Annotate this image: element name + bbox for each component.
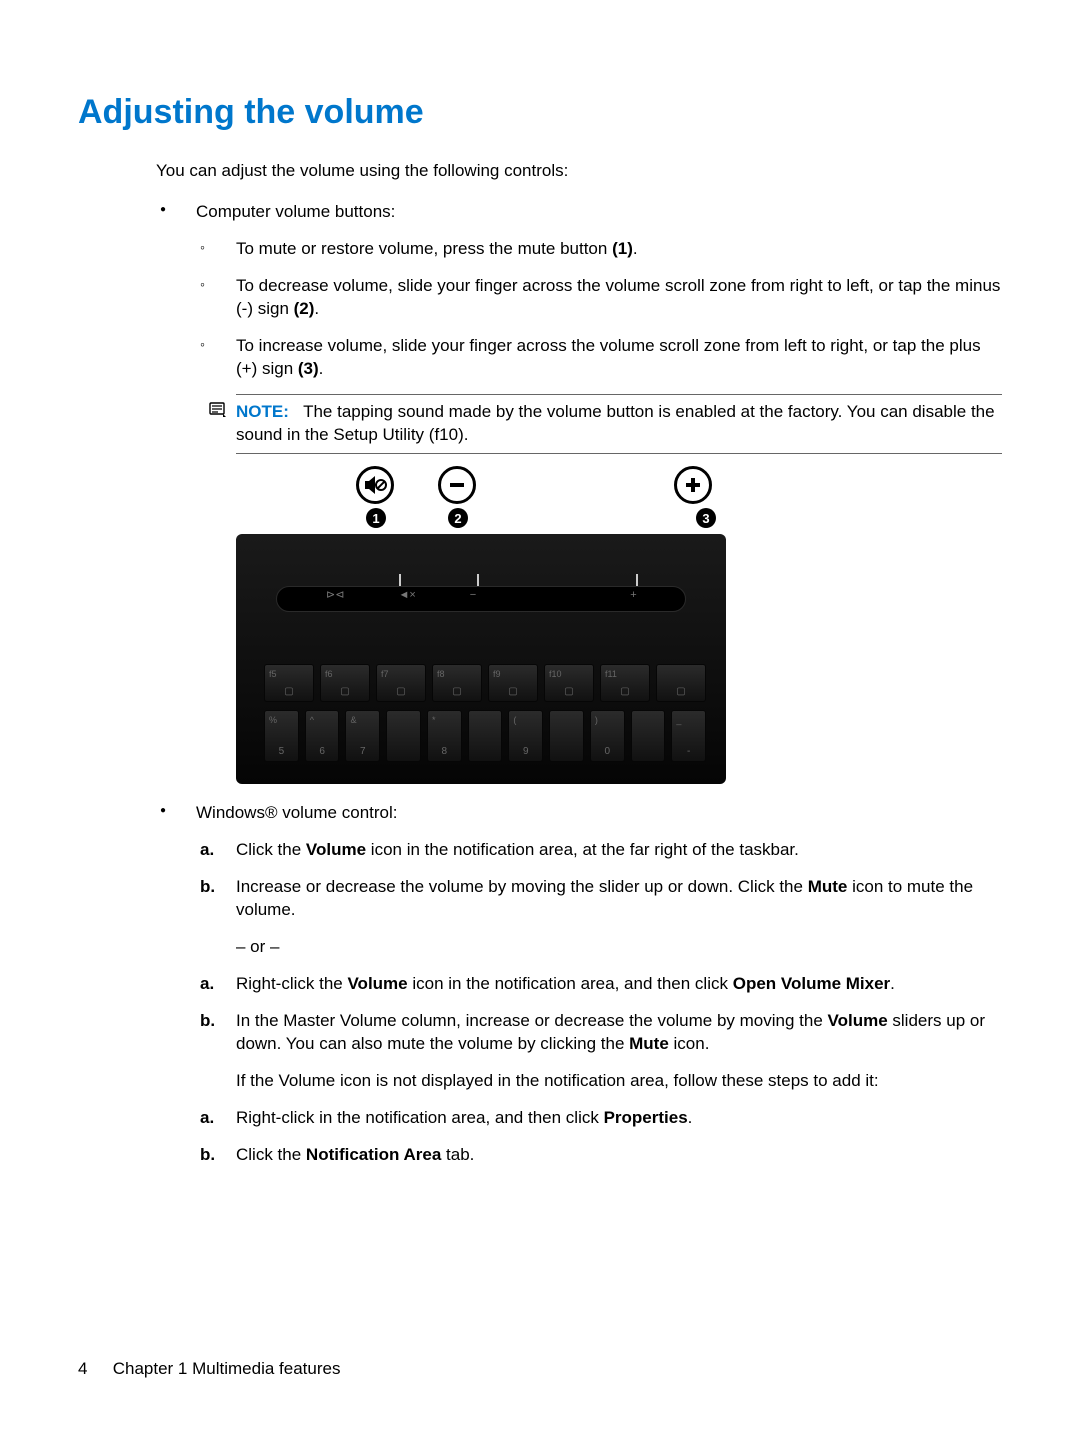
list-item: Computer volume buttons: To mute or rest…	[156, 201, 1002, 785]
list-item: Right-click in the notification area, an…	[196, 1107, 1002, 1130]
list-item: To increase volume, slide your finger ac…	[196, 335, 1002, 381]
page-footer: 4 Chapter 1 Multimedia features	[78, 1358, 340, 1381]
mute-icon	[356, 466, 394, 504]
list-item: Click the Notification Area tab.	[196, 1144, 1002, 1167]
callout-1: 1	[366, 508, 386, 528]
callout-2: 2	[448, 508, 468, 528]
minus-icon	[438, 466, 476, 504]
windows-volume-label: Windows® volume control:	[196, 803, 398, 822]
callout-3: 3	[696, 508, 716, 528]
page-heading: Adjusting the volume	[78, 90, 1002, 136]
list-item: Click the Volume icon in the notificatio…	[196, 839, 1002, 862]
chapter-label: Chapter 1 Multimedia features	[113, 1359, 341, 1378]
list-item: To decrease volume, slide your finger ac…	[196, 275, 1002, 321]
lettered-list: Right-click the Volume icon in the notif…	[196, 973, 1002, 1056]
sub-list: To mute or restore volume, press the mut…	[196, 238, 1002, 381]
list-item: In the Master Volume column, increase or…	[196, 1010, 1002, 1056]
or-separator: – or –	[236, 936, 1002, 959]
computer-volume-label: Computer volume buttons:	[196, 202, 395, 221]
list-item: To mute or restore volume, press the mut…	[196, 238, 1002, 261]
note-box: NOTE: The tapping sound made by the volu…	[236, 394, 1002, 454]
figure: 1 2 3 ⊳⊲◄×−+ f5▢f6▢f7▢f8▢f9▢f10▢f11▢▢ %5…	[236, 466, 1002, 784]
list-item: Windows® volume control: Click the Volum…	[156, 802, 1002, 1166]
list-item: Increase or decrease the volume by movin…	[196, 876, 1002, 922]
note-icon	[208, 401, 228, 426]
note-text	[294, 402, 303, 421]
list-item: Right-click the Volume icon in the notif…	[196, 973, 1002, 996]
note-label: NOTE:	[236, 402, 289, 421]
laptop-illustration: ⊳⊲◄×−+ f5▢f6▢f7▢f8▢f9▢f10▢f11▢▢ %5^6&7*8…	[236, 534, 726, 784]
sub-intro: If the Volume icon is not displayed in t…	[236, 1070, 1002, 1093]
lettered-list: Right-click in the notification area, an…	[196, 1107, 1002, 1167]
intro-text: You can adjust the volume using the foll…	[156, 160, 1002, 183]
plus-icon	[674, 466, 712, 504]
page-number: 4	[78, 1358, 108, 1381]
lettered-list: Click the Volume icon in the notificatio…	[196, 839, 1002, 922]
main-list: Computer volume buttons: To mute or rest…	[156, 201, 1002, 1167]
